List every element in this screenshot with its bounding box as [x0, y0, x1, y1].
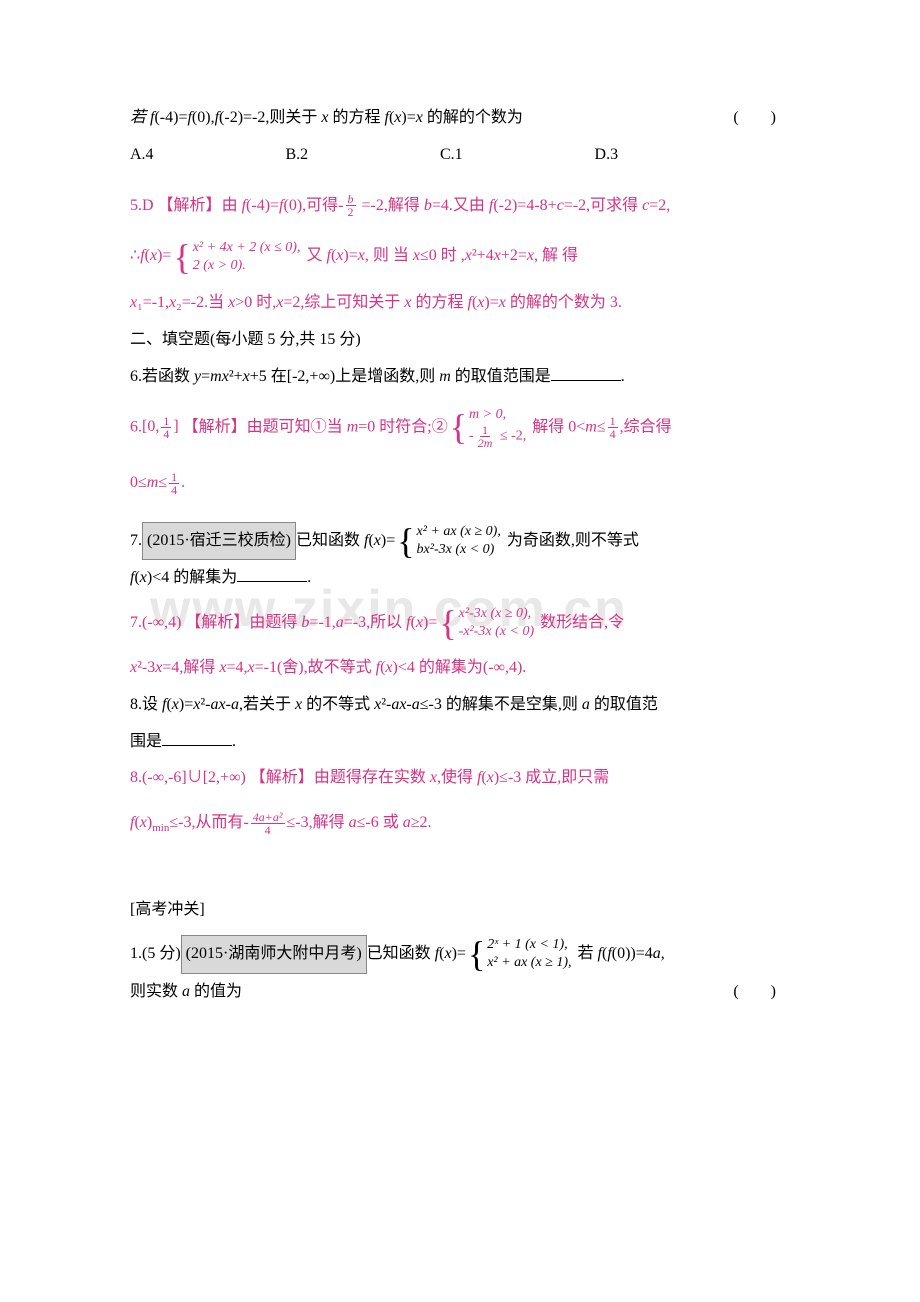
q8-stem2a: 围是 — [130, 733, 162, 750]
q7-ans-cases: {x²-3x (x ≥ 0),-x²-3x (x < 0) — [439, 605, 534, 641]
q6-answer-line1: 6.[0,14] 【解析】由题可知①当 m=0 时符合;②{m > 0,-12m… — [130, 406, 790, 449]
q5-ans-p3: x₁=-1,x₂=-2.当 x>0 时,x=2,综上可知关于 x 的方程 f(x… — [130, 294, 622, 311]
q8-ans-label: 8.(-∞,-6]∪[2,+∞) 【解析】 — [130, 769, 314, 786]
q8-min-sub: min — [152, 822, 169, 834]
q6-cases: {m > 0,-12m ≤ -2, — [450, 406, 526, 449]
q8-stem2b: . — [232, 733, 236, 750]
q5-ans-p1a: 由 f(-4)=f(0),可得- — [222, 197, 344, 214]
q6-stem: 6.若函数 y=mx²+x+5 在[-2,+∞)上是增函数,则 m 的取值范围是… — [130, 359, 790, 396]
q5-stem: 若 f(-4)=f(0),f(-2)=-2,则关于 x 的方程 f(x)=x 的… — [130, 109, 523, 126]
section-2-header: 二、填空题(每小题 5 分,共 15 分) — [130, 322, 790, 359]
q7-blank — [237, 566, 307, 582]
q5-answer-line3: x₁=-1,x₂=-2.当 x>0 时,x=2,综上可知关于 x 的方程 f(x… — [130, 285, 790, 322]
q7-stem-line1: 7.(2015·宿迁三校质检)已知函数 f(x)={x² + ax (x ≥ 0… — [130, 522, 790, 561]
q6-ans-label: 6. — [130, 418, 142, 435]
q5-ans-p2a: ∴f(x)= — [130, 247, 171, 264]
section-gaokao: [高考冲关] — [130, 892, 790, 929]
q8-stem-line1: 8.设 f(x)=x²-ax-a,若关于 x 的不等式 x²-ax-a≤-3 的… — [130, 687, 790, 724]
gk1-source-box: (2015·湖南师大附中月考) — [181, 935, 367, 974]
q8-ans-a: 由题得存在实数 x,使得 f(x)≤-3 成立,即只需 — [314, 769, 609, 786]
frac-1-4: 14 — [608, 415, 618, 440]
q7-stem-a: 已知函数 f(x)= — [296, 532, 395, 549]
q5-opt-b: B.2 — [285, 137, 308, 174]
q7-stem-b: 为奇函数,则不等式 — [503, 532, 639, 549]
q6-stem-a: 6.若函数 y=mx²+x+5 在[-2,+∞)上是增函数,则 m 的取值范围是 — [130, 368, 551, 385]
document-content: 若 f(-4)=f(0),f(-2)=-2,则关于 x 的方程 f(x)=x 的… — [130, 100, 790, 1010]
q5-ans-p2b: 又 f(x)=x, 则 当 x≤0 时 ,x²+4x+2=x, 解 得 — [302, 247, 578, 264]
q5-answer-line2: ∴f(x)={x² + 4x + 2 (x ≤ 0),2 (x > 0). 又 … — [130, 238, 790, 275]
q5-ans-label: 5.D 【解析】 — [130, 197, 222, 214]
q5-opt-a: A.4 — [130, 137, 154, 174]
q5-stem-line: 若 f(-4)=f(0),f(-2)=-2,则关于 x 的方程 f(x)=x 的… — [130, 100, 790, 137]
q6-ans-tag: 【解析】 — [179, 418, 247, 435]
q6-ans-a: 由题可知①当 m=0 时符合;② — [247, 418, 448, 435]
gk1-stem-b: 若 f(f(0))=4a, — [574, 945, 665, 962]
gk1-stem-a: 已知函数 f(x)= — [367, 945, 466, 962]
gk1-cases: {2ˣ + 1 (x < 1),x² + ax (x ≥ 1), — [468, 936, 572, 972]
q6-stem-b: . — [621, 368, 625, 385]
q6-ans-b: 解得 0<m≤ — [528, 418, 605, 435]
q8-answer-line2: f(x)min≤-3,从而有-4a+a²4≤-3,解得 a≤-6 或 a≥2. — [130, 805, 790, 842]
gk1-num: 1.(5 分) — [130, 945, 181, 962]
q5-paren: ( ) — [733, 100, 790, 137]
q6-ans-p2a: 0≤m≤ — [130, 474, 167, 491]
frac-4a-a2: 4a+a²4 — [251, 811, 285, 836]
q6-blank — [551, 365, 621, 381]
q5-opt-c: C.1 — [440, 137, 463, 174]
q6-interval: [0,14] — [142, 418, 179, 435]
gk1-paren: ( ) — [733, 974, 790, 1011]
q5-opt-d: D.3 — [595, 137, 619, 174]
q7-cases: {x² + ax (x ≥ 0),bx²-3x (x < 0) — [397, 523, 501, 559]
q7-stem-line2: f(x)<4 的解集为. — [130, 560, 790, 597]
q8-ans-p2c: ≤-3,解得 a≤-6 或 a≥2. — [287, 814, 432, 831]
q5-options: A.4 B.2 C.1 D.3 — [130, 137, 790, 174]
q7-ans-label: 7.(-∞,4) 【解析】 — [130, 614, 249, 631]
q7-ans-b: 数形结合,令 — [536, 614, 624, 631]
frac-b-over-2: b2 — [346, 193, 356, 218]
q8-ans-p2b: ≤-3,从而有- — [169, 814, 248, 831]
frac-1-4-b: 14 — [169, 471, 179, 496]
q7-answer-line2: x²-3x=4,解得 x=4,x=-1(舍),故不等式 f(x)<4 的解集为(… — [130, 650, 790, 687]
q7-num: 7. — [130, 532, 142, 549]
q8-blank — [162, 730, 232, 746]
q5-cases: {x² + 4x + 2 (x ≤ 0),2 (x > 0). — [173, 239, 300, 275]
gk1-stem2a: 则实数 a 的值为 — [130, 983, 242, 1000]
q6-ans-p2b: . — [181, 474, 185, 491]
q8-ans-p2a: f(x) — [130, 814, 152, 831]
gk1-stem-line1: 1.(5 分)(2015·湖南师大附中月考)已知函数 f(x)={2ˣ + 1 … — [130, 935, 790, 974]
q7-stem2-end: . — [307, 569, 311, 586]
q5-ans-p1b: =-2,解得 b=4.又由 f(-2)=4-8+c=-2,可求得 c=2, — [358, 197, 671, 214]
q8-stem1: 8.设 f(x)=x²-ax-a,若关于 x 的不等式 x²-ax-a≤-3 的… — [130, 696, 658, 713]
q5-answer-line1: 5.D 【解析】由 f(-4)=f(0),可得-b2 =-2,解得 b=4.又由… — [130, 188, 790, 225]
q7-ans-p2: x²-3x=4,解得 x=4,x=-1(舍),故不等式 f(x)<4 的解集为(… — [130, 659, 526, 676]
q6-ans-c: ,综合得 — [620, 418, 672, 435]
gk1-stem-line2: 则实数 a 的值为 ( ) — [130, 974, 790, 1011]
q8-answer-line1: 8.(-∞,-6]∪[2,+∞) 【解析】由题得存在实数 x,使得 f(x)≤-… — [130, 760, 790, 797]
q6-answer-line2: 0≤m≤14. — [130, 465, 790, 502]
q7-ans-a: 由题得 b=-1,a=-3,所以 f(x)= — [249, 614, 437, 631]
q7-stem2: f(x)<4 的解集为 — [130, 569, 237, 586]
q8-stem-line2: 围是. — [130, 724, 790, 761]
q7-answer-line1: 7.(-∞,4) 【解析】由题得 b=-1,a=-3,所以 f(x)={x²-3… — [130, 605, 790, 642]
q7-source-box: (2015·宿迁三校质检) — [142, 522, 296, 561]
